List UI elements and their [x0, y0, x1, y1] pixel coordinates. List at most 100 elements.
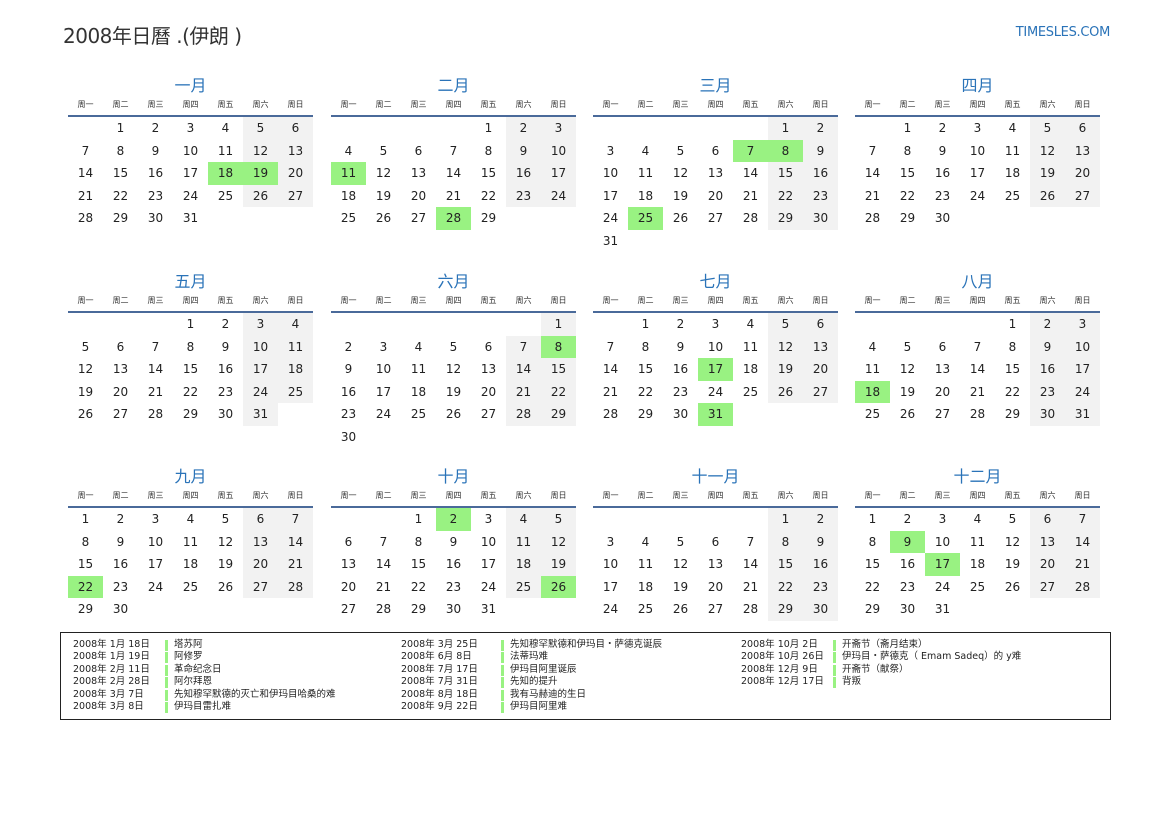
day-cell[interactable]: 29 — [768, 598, 803, 621]
day-cell[interactable]: 10 — [1065, 335, 1100, 358]
day-cell[interactable]: 23 — [934, 188, 951, 203]
day-cell[interactable]: 5 — [221, 512, 230, 526]
day-cell[interactable]: 23 — [672, 384, 689, 399]
day-cell[interactable]: 29 — [410, 602, 427, 616]
day-cell[interactable]: 1 — [768, 117, 803, 140]
day-cell[interactable]: 18 — [637, 579, 654, 594]
day-cell[interactable]: 20 — [707, 188, 724, 203]
day-cell[interactable]: 28 — [1065, 575, 1100, 598]
day-cell[interactable]: 1 — [868, 512, 877, 526]
holiday-day-cell[interactable]: 28 — [436, 207, 471, 230]
day-cell[interactable]: 20 — [803, 358, 838, 381]
day-cell[interactable]: 13 — [112, 362, 129, 376]
day-cell[interactable]: 28 — [742, 602, 759, 616]
day-cell[interactable]: 15 — [112, 166, 129, 180]
day-cell[interactable]: 31 — [480, 602, 497, 616]
day-cell[interactable]: 1 — [903, 121, 912, 135]
day-cell[interactable]: 27 — [707, 211, 724, 225]
day-cell[interactable]: 6 — [938, 339, 947, 354]
day-cell[interactable]: 26 — [445, 407, 462, 421]
day-cell[interactable]: 6 — [1065, 117, 1100, 140]
day-cell[interactable]: 14 — [742, 557, 759, 571]
day-cell[interactable]: 15 — [1004, 362, 1021, 376]
day-cell[interactable]: 2 — [151, 121, 160, 135]
day-cell[interactable]: 19 — [77, 384, 94, 399]
day-cell[interactable]: 17 — [480, 557, 497, 571]
day-cell[interactable]: 30 — [147, 211, 164, 225]
day-cell[interactable]: 3 — [938, 512, 947, 526]
day-cell[interactable]: 25 — [637, 602, 654, 616]
day-cell[interactable]: 11 — [742, 339, 759, 354]
day-cell[interactable]: 20 — [410, 188, 427, 203]
day-cell[interactable]: 9 — [938, 143, 947, 158]
day-cell[interactable]: 3 — [243, 313, 278, 336]
day-cell[interactable]: 23 — [217, 384, 234, 399]
day-cell[interactable]: 27 — [243, 575, 278, 598]
day-cell[interactable]: 9 — [803, 139, 838, 162]
day-cell[interactable]: 22 — [112, 188, 129, 203]
day-cell[interactable]: 17 — [375, 384, 392, 399]
day-cell[interactable]: 3 — [973, 121, 982, 135]
day-cell[interactable]: 26 — [768, 380, 803, 403]
day-cell[interactable]: 19 — [1030, 162, 1065, 185]
day-cell[interactable]: 18 — [410, 384, 427, 399]
day-cell[interactable]: 26 — [217, 579, 234, 594]
day-cell[interactable]: 27 — [1030, 575, 1065, 598]
day-cell[interactable]: 24 — [480, 579, 497, 594]
day-cell[interactable]: 3 — [484, 512, 493, 526]
day-cell[interactable]: 26 — [899, 407, 916, 421]
day-cell[interactable]: 4 — [344, 143, 353, 158]
day-cell[interactable]: 3 — [711, 317, 720, 331]
day-cell[interactable]: 6 — [711, 143, 720, 158]
day-cell[interactable]: 3 — [1065, 313, 1100, 336]
day-cell[interactable]: 19 — [672, 188, 689, 203]
day-cell[interactable]: 11 — [410, 362, 427, 376]
holiday-day-cell[interactable]: 19 — [243, 162, 278, 185]
day-cell[interactable]: 29 — [480, 211, 497, 225]
day-cell[interactable]: 4 — [414, 339, 423, 354]
day-cell[interactable]: 7 — [506, 335, 541, 358]
day-cell[interactable]: 21 — [375, 579, 392, 594]
day-cell[interactable]: 16 — [672, 362, 689, 376]
day-cell[interactable]: 24 — [182, 188, 199, 203]
day-cell[interactable]: 3 — [541, 117, 576, 140]
day-cell[interactable]: 15 — [77, 557, 94, 571]
day-cell[interactable]: 29 — [899, 211, 916, 225]
day-cell[interactable]: 17 — [602, 579, 619, 594]
day-cell[interactable]: 12 — [1004, 534, 1021, 549]
day-cell[interactable]: 9 — [344, 362, 353, 376]
day-cell[interactable]: 11 — [217, 143, 234, 158]
day-cell[interactable]: 25 — [217, 188, 234, 203]
day-cell[interactable]: 27 — [1065, 184, 1100, 207]
day-cell[interactable]: 12 — [768, 335, 803, 358]
holiday-day-cell[interactable]: 31 — [698, 403, 733, 426]
day-cell[interactable]: 11 — [637, 557, 654, 571]
day-cell[interactable]: 2 — [1030, 313, 1065, 336]
day-cell[interactable]: 14 — [506, 358, 541, 381]
day-cell[interactable]: 25 — [182, 579, 199, 594]
day-cell[interactable]: 5 — [449, 339, 458, 354]
day-cell[interactable]: 1 — [641, 317, 650, 331]
day-cell[interactable]: 29 — [768, 207, 803, 230]
day-cell[interactable]: 25 — [864, 407, 881, 421]
day-cell[interactable]: 14 — [1065, 530, 1100, 553]
day-cell[interactable]: 21 — [864, 188, 881, 203]
day-cell[interactable]: 28 — [602, 407, 619, 421]
day-cell[interactable]: 1 — [81, 512, 90, 526]
day-cell[interactable]: 11 — [1004, 143, 1021, 158]
day-cell[interactable]: 20 — [480, 384, 497, 399]
day-cell[interactable]: 5 — [243, 117, 278, 140]
day-cell[interactable]: 16 — [1030, 358, 1065, 381]
day-cell[interactable]: 14 — [445, 166, 462, 180]
day-cell[interactable]: 17 — [1065, 358, 1100, 381]
day-cell[interactable]: 8 — [903, 143, 912, 158]
day-cell[interactable]: 27 — [480, 407, 497, 421]
day-cell[interactable]: 17 — [602, 188, 619, 203]
day-cell[interactable]: 18 — [1004, 166, 1021, 180]
day-cell[interactable]: 23 — [803, 575, 838, 598]
day-cell[interactable]: 24 — [969, 188, 986, 203]
day-cell[interactable]: 27 — [707, 602, 724, 616]
day-cell[interactable]: 1 — [768, 508, 803, 531]
day-cell[interactable]: 5 — [541, 508, 576, 531]
day-cell[interactable]: 24 — [602, 602, 619, 616]
